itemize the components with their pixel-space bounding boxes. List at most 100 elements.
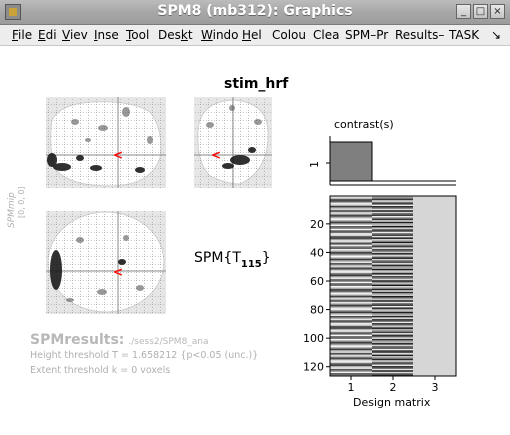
menu-hel[interactable]: Hel (242, 28, 262, 42)
design-matrix-cell (330, 214, 372, 217)
design-matrix-cell (330, 231, 372, 234)
design-matrix-cell (372, 211, 413, 214)
design-matrix-cell (330, 323, 372, 325)
design-matrix-cell (372, 307, 413, 310)
minimize-button[interactable]: _ (456, 4, 471, 19)
design-matrix-cell (372, 328, 413, 331)
design-matrix-cell (330, 337, 372, 340)
design-matrix-cell (372, 254, 413, 257)
menu-results-[interactable]: Results– (395, 28, 445, 42)
design-matrix-cell (330, 283, 372, 285)
toolbar-overflow-icon[interactable]: ↘ (491, 28, 502, 42)
design-matrix-cell (330, 326, 372, 328)
design-matrix-cell (330, 333, 372, 335)
design-matrix-cell (372, 198, 413, 201)
design-matrix-cell (330, 198, 372, 201)
design-matrix-cell (330, 301, 372, 304)
design-matrix-cell (372, 296, 413, 298)
close-button[interactable]: × (490, 4, 505, 19)
design-matrix-cell (330, 206, 372, 208)
design-matrix-cell (372, 293, 413, 295)
design-matrix-cell (330, 230, 372, 233)
contrast-panel[interactable]: contrast(s) 1 (308, 118, 456, 186)
menu-spm-pr[interactable]: SPM–Pr (345, 28, 389, 42)
design-matrix-cell (330, 298, 372, 301)
design-matrix-cell (330, 308, 372, 311)
design-matrix-cell (372, 341, 413, 344)
menu-task[interactable]: TASK (449, 28, 480, 42)
mip-cursor-icon: < (211, 148, 221, 162)
menu-windo[interactable]: Windo (201, 28, 239, 42)
x-tick-label: 2 (390, 381, 397, 394)
design-matrix-cell (330, 244, 372, 247)
design-matrix-cell (330, 238, 372, 241)
menu-colou[interactable]: Colou (272, 28, 307, 42)
design-matrix-cell (372, 351, 413, 354)
design-matrix-cell (372, 248, 413, 251)
design-matrix-cell (372, 201, 413, 204)
design-matrix-cell (372, 321, 413, 324)
design-matrix-cell (372, 330, 413, 333)
design-matrix-cell (330, 203, 372, 205)
design-matrix-cell (330, 371, 372, 374)
contrast-name: stim_hrf (224, 76, 289, 92)
app-icon[interactable] (5, 4, 21, 20)
y-tick-label: 80 (310, 304, 324, 317)
design-matrix-cell (372, 197, 413, 200)
maximize-button[interactable]: □ (473, 4, 488, 19)
design-matrix-cell (330, 310, 372, 313)
design-matrix-cell (372, 230, 413, 233)
design-matrix-cell (330, 250, 372, 253)
title-bar[interactable]: SPM8 (mb312): Graphics _ □ × (0, 0, 510, 25)
design-matrix-cell (372, 243, 413, 245)
mip-coronal-view[interactable]: < (194, 97, 272, 188)
design-matrix-cell (372, 303, 413, 305)
design-matrix-cell (330, 304, 372, 307)
design-matrix-cell (330, 266, 372, 268)
design-matrix-cell (330, 228, 372, 231)
design-matrix[interactable]: 20 40 60 80 100 120 1 2 3 Design matrix (303, 195, 457, 409)
menu-viev[interactable]: Viev (62, 28, 88, 42)
design-matrix-cell (372, 250, 413, 253)
design-matrix-cell (330, 208, 372, 211)
design-matrix-cell (372, 237, 413, 240)
design-matrix-cell (330, 278, 372, 281)
menu-tool[interactable]: Tool (126, 28, 150, 42)
design-matrix-cell (330, 343, 372, 345)
design-matrix-cell (372, 270, 413, 273)
design-matrix-cell (372, 340, 413, 343)
design-matrix-cell (330, 296, 372, 298)
y-tick-label: 100 (303, 332, 324, 345)
design-matrix-cell (330, 354, 372, 357)
design-matrix-cell (330, 287, 372, 290)
design-matrix-cell (372, 260, 413, 263)
design-matrix-cell (330, 251, 372, 254)
menu-file[interactable]: File (12, 28, 33, 42)
window-title: SPM8 (mb312): Graphics (157, 3, 353, 19)
menu-deskt[interactable]: Deskt (158, 28, 193, 42)
design-matrix-cell (372, 361, 413, 364)
menu-clea[interactable]: Clea (313, 28, 340, 42)
design-matrix-cell (372, 306, 413, 308)
design-matrix-cell (372, 281, 413, 284)
mip-sagittal-view[interactable]: < (46, 97, 166, 188)
spm-stat-label: SPM{T115} (194, 250, 271, 270)
design-matrix-cell (372, 246, 413, 248)
design-matrix-cell (372, 207, 413, 210)
design-matrix-cell (372, 268, 413, 271)
menu-inse[interactable]: Inse (94, 28, 119, 42)
design-matrix-cell (372, 213, 413, 215)
design-matrix-cell (330, 204, 372, 207)
design-matrix-cell (372, 366, 413, 368)
mip-axial-view[interactable]: < (46, 211, 166, 314)
design-matrix-cell (330, 211, 372, 214)
design-matrix-cell (372, 320, 413, 323)
menu-edi[interactable]: Edi (38, 28, 57, 42)
design-matrix-cell (372, 370, 413, 373)
design-matrix-cell (372, 337, 413, 340)
design-matrix-cell (372, 258, 413, 261)
design-matrix-cell (372, 214, 413, 217)
design-matrix-cell (372, 210, 413, 213)
design-matrix-cell (330, 236, 372, 238)
design-matrix-cell (372, 323, 413, 325)
